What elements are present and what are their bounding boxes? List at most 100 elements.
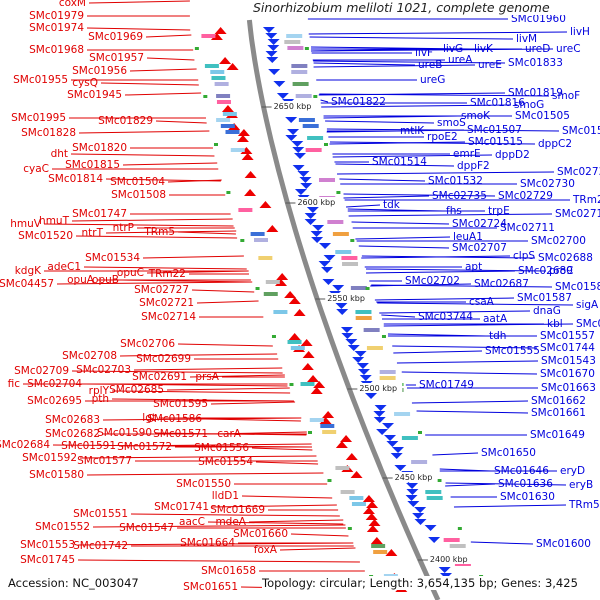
reverse-gene-label[interactable]: SMc01660 [233, 528, 288, 540]
reverse-gene-label[interactable]: SMc01595 [153, 398, 208, 410]
reverse-gene-label[interactable]: SMc02709 [14, 365, 69, 377]
forward-gene-label[interactable]: apt [465, 261, 482, 273]
reverse-gene-label[interactable]: SMc02684 [0, 439, 50, 451]
reverse-gene-label[interactable]: TRm5 [143, 226, 175, 238]
reverse-gene-label[interactable]: SMc01979 [29, 10, 84, 22]
reverse-gene-label[interactable]: pth [92, 393, 109, 405]
reverse-gene-label[interactable]: adeC1 [47, 261, 81, 273]
forward-gene-label[interactable]: SMc01649 [530, 429, 585, 441]
reverse-gene-label[interactable]: SMc01577 [77, 455, 132, 467]
reverse-gene-label[interactable]: fic [8, 378, 21, 390]
reverse-gene-label[interactable]: SMc01550 [176, 478, 231, 490]
reverse-gene-label[interactable]: SMc01669 [210, 504, 265, 516]
forward-gene-label[interactable]: TRm5 [568, 499, 600, 511]
forward-gene-label[interactable]: smoS [437, 117, 466, 129]
forward-gene-label[interactable]: livM [516, 33, 537, 45]
forward-gene-label[interactable]: SMc01557 [540, 330, 595, 342]
forward-gene-label[interactable]: SMc01558 [576, 318, 600, 330]
forward-gene-label[interactable]: ureA [448, 54, 473, 66]
reverse-gene-label[interactable]: rplY [89, 385, 110, 397]
reverse-gene-label[interactable]: dht [51, 148, 68, 160]
reverse-gene-label[interactable]: coxM [59, 0, 86, 9]
reverse-gene-label[interactable]: opuC [117, 267, 144, 279]
reverse-gene-label[interactable]: SMc01955 [13, 74, 68, 86]
forward-gene-label[interactable]: SMc02729 [498, 190, 553, 202]
reverse-gene-label[interactable]: SMc02683 [45, 414, 100, 426]
reverse-gene-label[interactable]: SMc01547 [119, 522, 174, 534]
forward-gene-label[interactable]: tdk [383, 199, 401, 211]
forward-gene-label[interactable]: kbl [547, 318, 563, 330]
reverse-gene-label[interactable]: TRm22 [148, 268, 186, 280]
reverse-gene-label[interactable]: SMc01508 [111, 189, 166, 201]
reverse-gene-label[interactable]: SMc02682 [45, 428, 100, 440]
forward-gene-label[interactable]: SMc02702 [405, 275, 460, 287]
reverse-gene-label[interactable]: SMc02703 [76, 364, 131, 376]
forward-gene-label[interactable]: SMc01587 [517, 292, 572, 304]
forward-gene-label[interactable]: SMc02730 [520, 178, 575, 190]
forward-gene-label[interactable]: SMc01816 [470, 97, 525, 109]
forward-gene-label[interactable]: smoF [552, 90, 580, 102]
forward-gene-label[interactable]: SMc01507 [467, 124, 522, 136]
reverse-gene-label[interactable]: SMc01956 [72, 65, 127, 77]
forward-gene-label[interactable]: SMc01819 [508, 87, 563, 99]
forward-gene-label[interactable]: aatA [483, 313, 508, 325]
reverse-gene-label[interactable]: SMc01572 [117, 441, 172, 453]
forward-gene-label[interactable]: smoG [514, 99, 544, 111]
forward-gene-label[interactable]: rpoE2 [427, 131, 458, 143]
forward-gene-label[interactable]: SMc02689 [518, 265, 573, 277]
forward-gene-label[interactable]: SMc01514 [372, 156, 427, 168]
reverse-gene-label[interactable]: SMc01504 [110, 176, 165, 188]
reverse-gene-label[interactable]: SMc01815 [65, 159, 120, 171]
forward-gene-label[interactable]: livK [474, 43, 494, 55]
forward-gene-label[interactable]: SMc01555 [485, 345, 540, 357]
reverse-gene-label[interactable]: SMc02706 [120, 338, 175, 350]
reverse-gene-label[interactable]: mdeA [215, 516, 246, 528]
forward-gene-label[interactable]: SMc01646 [494, 465, 549, 477]
reverse-gene-label[interactable]: SMc01945 [67, 89, 122, 101]
forward-gene-label[interactable]: ureE [478, 59, 502, 71]
reverse-gene-label[interactable]: SMc01520 [18, 230, 73, 242]
forward-gene-label[interactable]: ureG [420, 74, 445, 86]
forward-gene-label[interactable]: dppC2 [538, 138, 572, 150]
reverse-gene-label[interactable]: SMc02691 [132, 371, 187, 383]
forward-gene-label[interactable]: ureD [525, 43, 550, 55]
forward-gene-label[interactable]: SMc01663 [541, 382, 596, 394]
forward-gene-label[interactable]: SMc01833 [508, 57, 563, 69]
forward-gene-label[interactable]: proC [549, 265, 574, 277]
reverse-gene-label[interactable]: hmuV [10, 218, 42, 230]
reverse-gene-label[interactable]: foxA [254, 544, 278, 556]
reverse-gene-label[interactable]: hmuT [39, 215, 70, 227]
reverse-gene-label[interactable]: SMc01747 [72, 208, 127, 220]
reverse-gene-label[interactable]: SMc01745 [20, 554, 75, 566]
reverse-gene-label[interactable]: cyaC [23, 163, 49, 175]
forward-gene-label[interactable]: SMc02711 [500, 222, 555, 234]
reverse-gene-label[interactable]: ntrT [81, 227, 103, 239]
reverse-gene-label[interactable]: SMc02727 [134, 284, 189, 296]
forward-gene-label[interactable]: SMc01532 [428, 175, 483, 187]
reverse-gene-label[interactable]: SMc01552 [35, 521, 90, 533]
reverse-gene-label[interactable]: cysQ [72, 77, 98, 89]
reverse-gene-label[interactable]: SMc02695 [27, 395, 82, 407]
forward-gene-label[interactable]: SMc01662 [531, 395, 586, 407]
reverse-gene-label[interactable]: SMc02714 [141, 311, 196, 323]
reverse-gene-label[interactable]: SMc01828 [21, 127, 76, 139]
reverse-gene-label[interactable]: lldD1 [212, 490, 239, 502]
reverse-gene-label[interactable]: SMc01968 [29, 44, 84, 56]
reverse-gene-label[interactable]: SMc02685 [109, 384, 164, 396]
forward-gene-label[interactable]: SMc02687 [474, 278, 529, 290]
reverse-gene-label[interactable]: SMc01592 [22, 452, 77, 464]
reverse-gene-label[interactable]: SMc01586 [147, 413, 202, 425]
reverse-gene-label[interactable]: SMc02699 [136, 353, 191, 365]
forward-gene-label[interactable]: SMc02724 [452, 218, 507, 230]
forward-gene-label[interactable]: SMc01744 [540, 342, 595, 354]
forward-gene-label[interactable]: livF [415, 47, 433, 59]
forward-gene-label[interactable]: SMc01630 [500, 491, 555, 503]
forward-gene-label[interactable]: SMc02732 [557, 166, 600, 178]
reverse-gene-label[interactable]: SMc01551 [73, 508, 128, 520]
reverse-gene-label[interactable]: SMc01534 [85, 252, 140, 264]
forward-gene-label[interactable]: ureC [556, 43, 581, 55]
forward-gene-label[interactable]: emrE [453, 148, 481, 160]
reverse-gene-label[interactable]: SMc01957 [89, 52, 144, 64]
forward-gene-label[interactable]: clpS [513, 250, 535, 262]
forward-gene-label[interactable]: SMc02707 [452, 242, 507, 254]
